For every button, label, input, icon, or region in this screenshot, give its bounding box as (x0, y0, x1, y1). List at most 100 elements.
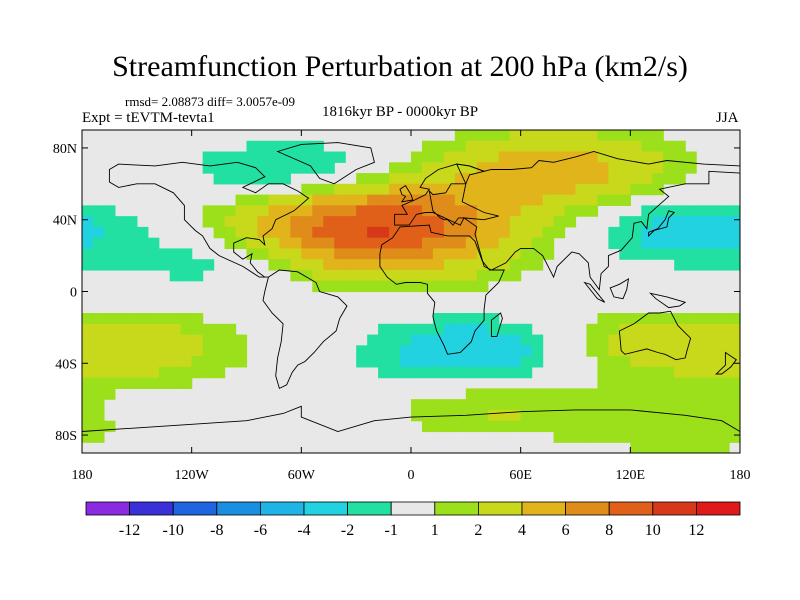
field-cell (696, 259, 708, 271)
field-cell (158, 377, 171, 389)
field-cell (564, 216, 577, 228)
field-cell (312, 205, 324, 217)
field-cell (564, 162, 577, 174)
field-cell (82, 334, 94, 346)
field-cell (663, 420, 675, 433)
field-cell (630, 409, 642, 422)
field-cell (301, 237, 313, 250)
field-cell (707, 313, 719, 325)
field-cell (608, 345, 620, 357)
field-cell (378, 205, 390, 217)
field-cell (520, 356, 533, 368)
field-cell (707, 377, 719, 389)
field-cell (487, 226, 500, 239)
field-cell (279, 205, 291, 217)
field-cell (191, 366, 204, 379)
field-cell (685, 420, 697, 433)
field-cell (432, 356, 445, 368)
field-cell (323, 226, 335, 239)
field-cell (498, 130, 511, 142)
field-cell (411, 216, 423, 228)
field-cell (454, 323, 467, 336)
field-cell (443, 366, 456, 379)
field-cell (443, 356, 456, 368)
field-cell (465, 226, 478, 239)
field-cell (334, 237, 346, 250)
field-cell (619, 356, 631, 368)
y-tick-label: 80N (53, 142, 77, 157)
field-cell (421, 420, 434, 433)
coastline-europe (394, 163, 486, 226)
field-cell (301, 248, 313, 260)
field-cell (224, 216, 237, 228)
field-cell (520, 226, 533, 239)
field-cell (663, 226, 675, 239)
field-cell (641, 334, 653, 346)
field-cell (443, 269, 456, 282)
field-cell (103, 356, 116, 368)
colorbar-swatch (347, 501, 392, 516)
field-cell (454, 334, 467, 346)
field-cell (476, 248, 489, 260)
field-cell (597, 409, 609, 422)
field-cell (312, 226, 324, 239)
field-cell (531, 420, 544, 433)
field-cell (608, 313, 620, 325)
field-cell (476, 388, 489, 400)
field-cell (652, 420, 664, 433)
field-cell (619, 431, 631, 443)
field-cell (564, 173, 577, 185)
field-cell (356, 194, 368, 206)
field-cell (619, 377, 631, 389)
field-cell (400, 323, 412, 336)
field-cell (531, 226, 544, 239)
field-cell (641, 216, 653, 228)
field-cell (509, 409, 522, 422)
field-cell (125, 259, 138, 271)
field-cell (443, 194, 456, 206)
coastline-north-america (108, 161, 310, 278)
field-cell (114, 226, 127, 239)
field-cell (652, 237, 664, 250)
field-cell (224, 345, 237, 357)
field-cell (367, 183, 379, 196)
field-cell (597, 399, 609, 411)
field-cell (608, 366, 620, 379)
field-cell (136, 323, 149, 336)
field-cell (575, 151, 588, 163)
field-cell (674, 237, 686, 250)
field-cell (487, 259, 500, 271)
field-cell (553, 140, 566, 153)
field-cell (432, 140, 445, 153)
season-label: JJA (716, 110, 739, 126)
field-cell (312, 194, 324, 206)
field-cell (575, 130, 588, 142)
field-cell (411, 226, 423, 239)
field-cell (729, 226, 740, 239)
field-cell (575, 173, 588, 185)
field-cell (147, 313, 160, 325)
field-cell (718, 216, 730, 228)
field-cell (257, 162, 270, 174)
field-cell (454, 205, 467, 217)
field-cell (586, 420, 599, 433)
field-cell (718, 334, 730, 346)
field-cell (114, 334, 127, 346)
field-cell (82, 248, 94, 260)
field-cell (531, 194, 544, 206)
field-cell (619, 248, 631, 260)
field-cell (685, 399, 697, 411)
field-cell (345, 269, 357, 282)
field-cell (465, 162, 478, 174)
field-cell (531, 130, 544, 142)
field-cell (663, 237, 675, 250)
field-cell (345, 226, 357, 239)
field-cell (389, 248, 401, 260)
colorbar-label: -12 (119, 522, 140, 539)
field-cell (367, 173, 379, 185)
field-cell (279, 140, 291, 153)
field-cell (411, 183, 423, 196)
field-cell (542, 183, 555, 196)
field-cell (641, 431, 653, 443)
field-cell (158, 323, 171, 336)
